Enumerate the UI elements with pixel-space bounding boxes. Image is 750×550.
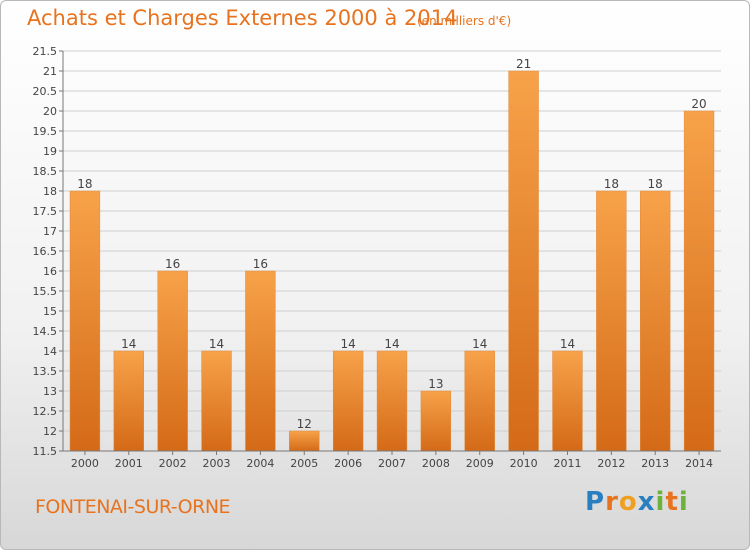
bar — [245, 270, 276, 452]
y-tick-label: 14 — [43, 345, 57, 358]
x-tick-label: 2007 — [378, 457, 406, 470]
data-label: 14 — [209, 337, 224, 351]
bar — [113, 350, 144, 452]
data-label: 12 — [297, 417, 312, 431]
y-tick-label: 12 — [43, 425, 57, 438]
y-tick-label: 17 — [43, 225, 57, 238]
data-label: 14 — [384, 337, 399, 351]
logo-letter: o — [618, 487, 638, 517]
x-tick-label: 2012 — [597, 457, 625, 470]
logo-letter: i — [678, 487, 689, 517]
x-tick-label: 2013 — [641, 457, 669, 470]
data-label: 14 — [121, 337, 136, 351]
x-tick-label: 2001 — [115, 457, 143, 470]
data-label: 14 — [560, 337, 575, 351]
bar — [552, 350, 583, 452]
y-tick-label: 21.5 — [33, 45, 58, 58]
y-tick-label: 14.5 — [33, 325, 58, 338]
x-tick-label: 2005 — [290, 457, 318, 470]
y-tick-label: 17.5 — [33, 205, 58, 218]
y-tick-label: 15.5 — [33, 285, 58, 298]
data-label: 18 — [648, 177, 663, 191]
commune-name: FONTENAI-SUR-ORNE — [35, 496, 231, 518]
y-tick-label: 16.5 — [33, 245, 58, 258]
data-label: 18 — [604, 177, 619, 191]
data-label: 13 — [428, 377, 443, 391]
proxiti-logo: Proxiti — [585, 487, 689, 517]
logo-letter: i — [655, 487, 666, 517]
bar — [157, 270, 188, 452]
bar — [640, 190, 671, 452]
bar — [596, 190, 627, 452]
x-tick-label: 2010 — [510, 457, 538, 470]
data-label: 21 — [516, 57, 531, 71]
x-tick-label: 2002 — [159, 457, 187, 470]
logo-letter: t — [665, 487, 679, 517]
x-tick-label: 2008 — [422, 457, 450, 470]
y-tick-label: 12.5 — [33, 405, 58, 418]
data-label: 20 — [691, 97, 706, 111]
bars: 18 14 16 14 16 12 14 14 13 14 21 14 18 18 20 — [69, 57, 715, 452]
x-tick-label: 2014 — [685, 457, 713, 470]
logo-letter: x — [637, 487, 656, 517]
data-label: 16 — [165, 257, 180, 271]
x-tick-label: 2006 — [334, 457, 362, 470]
bar — [508, 70, 539, 452]
x-tick-label: 2003 — [203, 457, 231, 470]
bar — [289, 430, 320, 452]
x-tick-label: 2000 — [71, 457, 99, 470]
data-label: 16 — [253, 257, 268, 271]
data-label: 18 — [77, 177, 92, 191]
x-tick-label: 2011 — [553, 457, 581, 470]
y-tick-label: 19 — [43, 145, 57, 158]
bar — [683, 110, 715, 452]
y-tick-label: 18 — [43, 185, 57, 198]
bar — [332, 350, 364, 452]
data-label: 14 — [472, 337, 487, 351]
y-tick-label: 16 — [43, 265, 57, 278]
y-tick-label: 13 — [43, 385, 57, 398]
logo-letter: r — [605, 487, 619, 517]
y-tick-label: 20 — [43, 105, 57, 118]
bar — [201, 350, 232, 452]
bar — [420, 390, 452, 452]
logo-letter: P — [585, 487, 606, 517]
bar — [69, 190, 101, 452]
bar — [464, 350, 495, 452]
unit-note: (en milliers d'€) — [417, 14, 512, 28]
y-tick-label: 19.5 — [33, 125, 58, 138]
y-tick-label: 13.5 — [33, 365, 58, 378]
y-tick-label: 18.5 — [33, 165, 58, 178]
bar — [376, 350, 408, 452]
y-tick-label: 21 — [43, 65, 57, 78]
axes: 11.5 12 12.5 13 13.5 14 14.5 15 15.5 16 16.5 17 17.5… — [33, 45, 721, 470]
y-tick-label: 11.5 — [33, 445, 58, 458]
data-label: 14 — [340, 337, 355, 351]
y-tick-label: 15 — [43, 305, 57, 318]
chart-title: Achats et Charges Externes 2000 à 2014 — [27, 6, 458, 30]
y-tick-label: 20.5 — [33, 85, 58, 98]
x-tick-label: 2009 — [466, 457, 494, 470]
x-tick-label: 2004 — [246, 457, 274, 470]
